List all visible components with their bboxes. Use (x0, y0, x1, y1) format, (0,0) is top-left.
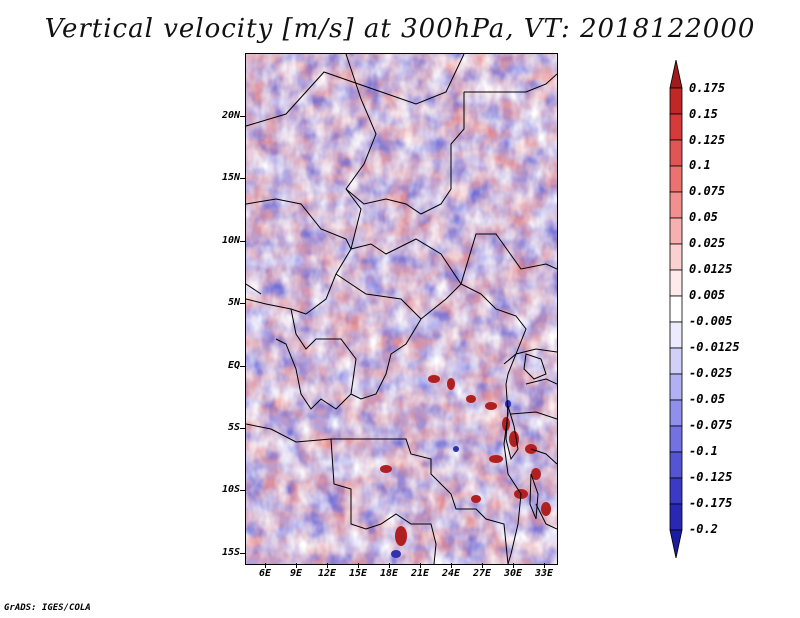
lon-label-21e: 21E (410, 568, 430, 579)
colorbar-segment (669, 451, 683, 479)
lon-tick (296, 563, 297, 568)
lon-tick (389, 563, 390, 568)
lon-label-15e: 15E (348, 568, 368, 579)
lon-label-24e: 24E (441, 568, 461, 579)
country-borders (246, 54, 557, 564)
colorbar-label: 0.15 (689, 107, 718, 121)
map-panel (245, 53, 558, 565)
colorbar-label: -0.2 (689, 522, 718, 536)
colorbar-segment (669, 425, 683, 453)
colorbar-label: 0.175 (689, 81, 726, 95)
colorbar-label: -0.025 (689, 366, 733, 380)
colorbar-label: 0.05 (689, 210, 718, 224)
strong-downdraft-cores (391, 400, 511, 558)
colorbar-label: 0.1 (689, 158, 711, 172)
colorbar-segment (669, 295, 683, 323)
lon-tick (265, 563, 266, 568)
lon-tick (544, 563, 545, 568)
colorbar-segment (669, 373, 683, 401)
lon-tick (358, 563, 359, 568)
lat-tick (240, 116, 245, 117)
chart-title: Vertical velocity [m/s] at 300hPa, VT: 2… (44, 14, 756, 44)
lat-tick (240, 553, 245, 554)
colorbar-label: 0.0125 (689, 262, 733, 276)
colorbar-segment (669, 477, 683, 505)
grads-credit: GrADS: IGES/COLA (4, 603, 91, 613)
lon-tick (513, 563, 514, 568)
lat-tick (240, 303, 245, 304)
colorbar (669, 60, 683, 558)
colorbar-segment (669, 529, 683, 558)
colorbar-segment (669, 217, 683, 245)
colorbar-label: -0.1 (689, 444, 718, 458)
colorbar-label: -0.075 (689, 418, 733, 432)
lon-tick (451, 563, 452, 568)
colorbar-segment (669, 87, 683, 115)
lat-label-20n: 20N (221, 110, 240, 121)
colorbar-label: -0.0125 (689, 340, 740, 354)
colorbar-label: 0.125 (689, 133, 726, 147)
colorbar-segment (669, 113, 683, 141)
colorbar-segment (669, 243, 683, 271)
colorbar-segment (669, 60, 683, 89)
lat-tick (240, 178, 245, 179)
lat-label-10s: 10S (221, 484, 240, 495)
lat-tick (240, 490, 245, 491)
vertical-velocity-field (246, 54, 557, 564)
colorbar-segment (669, 347, 683, 375)
lat-tick (240, 241, 245, 242)
lon-label-30e: 30E (503, 568, 523, 579)
colorbar-segment (669, 503, 683, 531)
colorbar-segment (669, 165, 683, 193)
lat-tick (240, 428, 245, 429)
strong-updraft-cores (380, 375, 551, 546)
lon-tick (482, 563, 483, 568)
colorbar-label: 0.075 (689, 184, 726, 198)
lon-tick (420, 563, 421, 568)
lon-label-6e: 6E (258, 568, 272, 579)
colorbar-label: -0.125 (689, 470, 733, 484)
lakes (505, 353, 547, 520)
lon-label-18e: 18E (379, 568, 399, 579)
lon-tick (327, 563, 328, 568)
colorbar-label: -0.05 (689, 392, 726, 406)
lon-label-33e: 33E (534, 568, 554, 579)
lat-label-15s: 15S (221, 547, 240, 558)
colorbar-label: 0.005 (689, 288, 726, 302)
lat-label-eq: EQ (227, 360, 240, 371)
lon-label-9e: 9E (289, 568, 303, 579)
lat-label-10n: 10N (221, 235, 240, 246)
colorbar-label: -0.005 (689, 314, 733, 328)
lat-label-5n: 5N (227, 297, 240, 308)
lat-label-15n: 15N (221, 172, 240, 183)
lat-label-5s: 5S (227, 422, 240, 433)
colorbar-segment (669, 321, 683, 349)
lon-label-12e: 12E (317, 568, 337, 579)
lat-tick (240, 366, 245, 367)
colorbar-label: -0.175 (689, 496, 733, 510)
colorbar-segment (669, 269, 683, 297)
colorbar-segment (669, 191, 683, 219)
colorbar-segment (669, 139, 683, 167)
colorbar-segment (669, 399, 683, 427)
colorbar-label: 0.025 (689, 236, 726, 250)
lon-label-27e: 27E (472, 568, 492, 579)
